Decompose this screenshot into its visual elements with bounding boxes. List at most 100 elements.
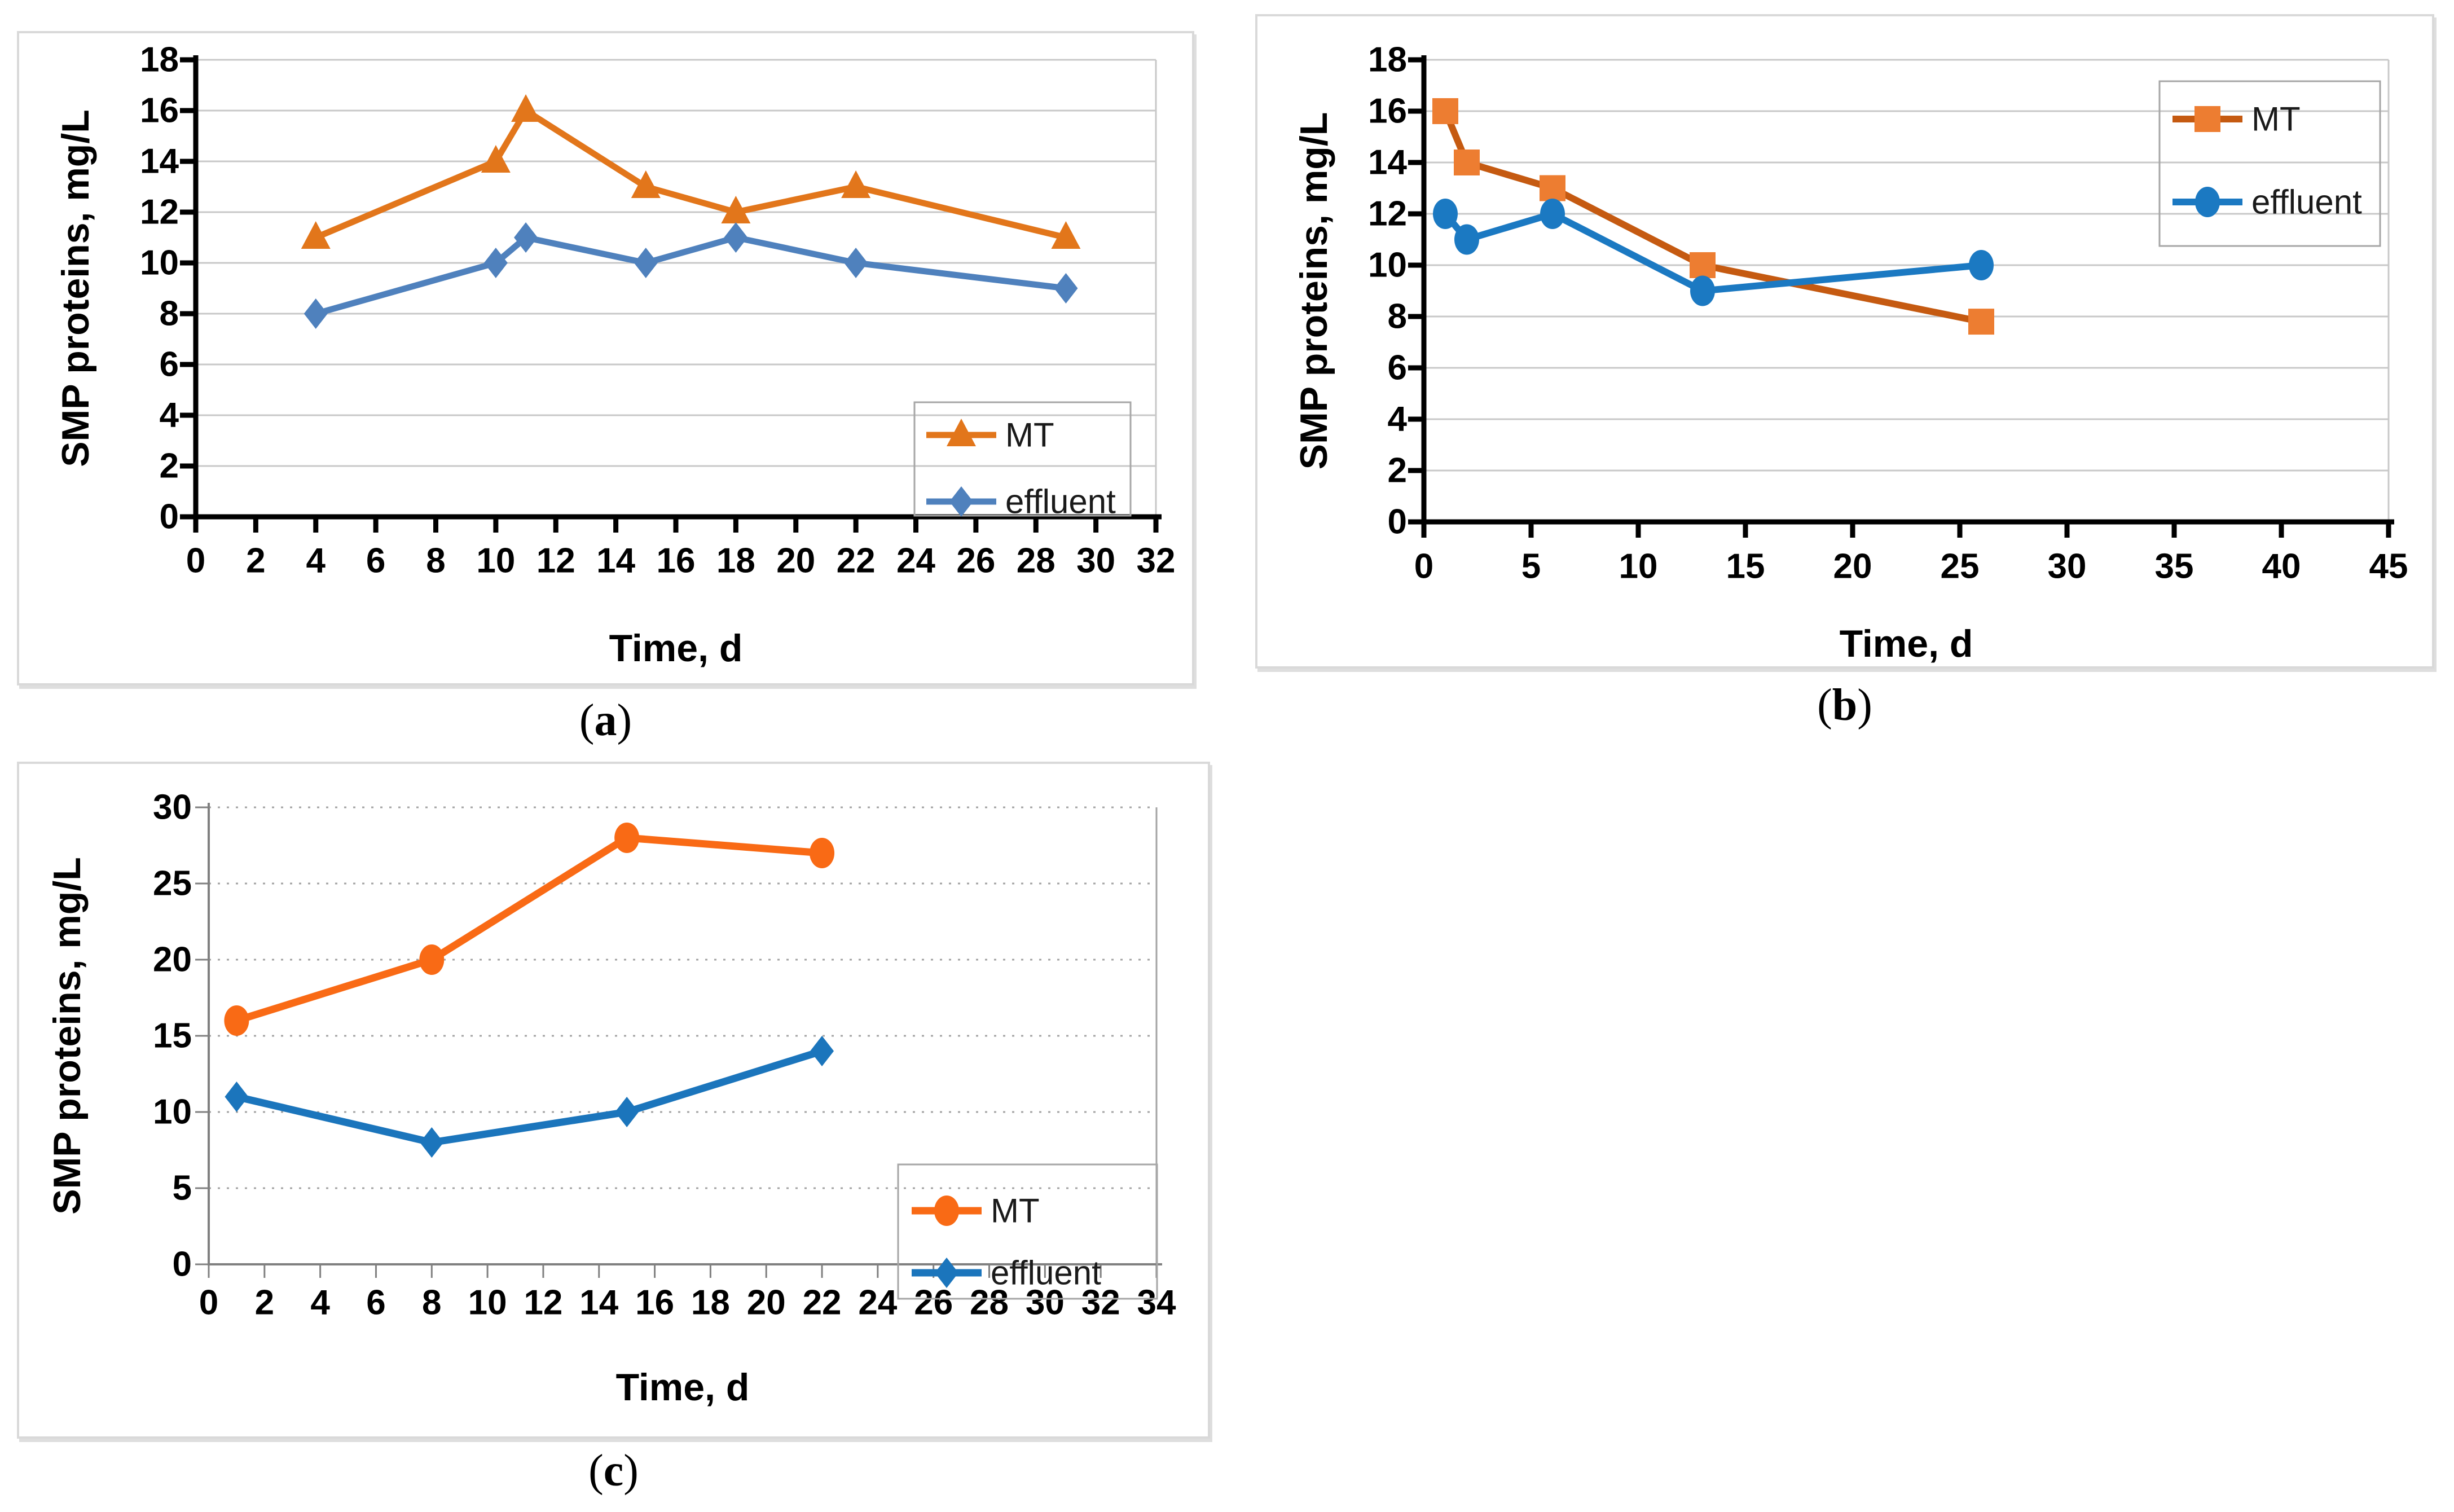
y-tick-label: 14 xyxy=(1368,143,1407,182)
y-tick-label: 12 xyxy=(1368,195,1407,234)
legend-marker-MT xyxy=(934,1195,959,1226)
y-tick-label: 2 xyxy=(1388,451,1407,490)
y-tick-label: 30 xyxy=(153,788,192,827)
y-axis-title: SMP proteins, mg/L xyxy=(1292,112,1335,469)
data-point-effluent xyxy=(1690,275,1715,306)
legend xyxy=(913,401,1132,517)
legend-marker-effluent xyxy=(949,486,973,517)
legend-marker-MT xyxy=(947,419,976,446)
x-tick-label: 35 xyxy=(2155,547,2194,586)
data-point-effluent xyxy=(1054,273,1078,304)
x-tick-label: 20 xyxy=(1833,547,1872,586)
y-tick-label: 14 xyxy=(140,142,179,181)
data-point-effluent xyxy=(634,248,658,278)
legend-label-effluent: effluent xyxy=(1005,483,1116,521)
x-tick-label: 10 xyxy=(468,1284,507,1322)
x-tick-label: 4 xyxy=(306,542,326,581)
legend xyxy=(897,1163,1158,1300)
x-tick-label: 0 xyxy=(1414,547,1433,586)
data-point-effluent xyxy=(420,1127,444,1158)
x-tick-label: 18 xyxy=(691,1284,730,1322)
legend-marker-effluent xyxy=(2195,187,2220,217)
legend-marker-MT xyxy=(2194,106,2220,132)
x-tick-label: 24 xyxy=(896,542,935,581)
y-tick-label: 0 xyxy=(1388,503,1407,542)
x-tick-label: 10 xyxy=(1619,547,1658,586)
data-point-MT xyxy=(301,221,331,249)
legend-label-effluent: effluent xyxy=(991,1254,1101,1292)
y-tick-label: 8 xyxy=(1388,297,1407,336)
y-tick-label: 4 xyxy=(1388,400,1408,439)
legend-label-MT: MT xyxy=(2251,100,2301,138)
y-tick-label: 10 xyxy=(1368,246,1407,285)
data-point-MT xyxy=(721,196,751,223)
x-tick-label: 14 xyxy=(596,542,635,581)
data-point-effluent xyxy=(1969,250,1994,280)
y-tick-label: 18 xyxy=(140,41,179,80)
legend-label-effluent: effluent xyxy=(2251,183,2362,221)
data-point-effluent xyxy=(304,298,328,329)
x-tick-label: 20 xyxy=(747,1284,786,1322)
legend xyxy=(2158,80,2381,247)
x-tick-label: 16 xyxy=(635,1284,674,1322)
x-tick-label: 0 xyxy=(199,1284,218,1322)
x-axis-title: Time, d xyxy=(616,1366,750,1409)
caption-c-text: (c) xyxy=(588,1446,639,1496)
x-tick-label: 22 xyxy=(803,1284,842,1322)
x-tick-label: 30 xyxy=(2048,547,2087,586)
data-point-MT xyxy=(1540,175,1565,201)
y-tick-label: 16 xyxy=(140,91,179,130)
chart-panel-c: 0 5 10 15 20 25 30 0 2 4 6 8 10 12 14 16 18 20 22 24 26 28 30 3… xyxy=(17,762,1210,1439)
y-axis-title: SMP proteins, mg/L xyxy=(46,857,89,1214)
x-tick-label: 26 xyxy=(956,542,995,581)
x-axis-title: Time, d xyxy=(609,627,743,670)
x-tick-label: 28 xyxy=(1017,542,1056,581)
caption-c: (c) xyxy=(17,1445,1210,1497)
data-point-MT xyxy=(1690,252,1716,278)
data-point-effluent xyxy=(225,1082,249,1112)
caption-b: (b) xyxy=(1255,680,2434,731)
y-axis-title: SMP proteins, mg/L xyxy=(54,109,97,467)
data-point-effluent xyxy=(1454,224,1479,255)
x-tick-label: 6 xyxy=(366,1284,385,1322)
chart-panel-a: 0 2 4 6 8 10 12 14 16 18 0 2 4 6 8 10 12 14 16 18 20 22 24 26 28… xyxy=(17,31,1194,685)
data-point-MT xyxy=(511,94,541,122)
x-tick-label: 15 xyxy=(1726,547,1765,586)
y-tick-label: 0 xyxy=(160,498,179,537)
x-tick-label: 20 xyxy=(776,542,815,581)
x-tick-label: 28 xyxy=(970,1284,1009,1322)
x-tick-label: 10 xyxy=(476,542,515,581)
x-tick-label: 26 xyxy=(914,1284,953,1322)
y-tick-label: 20 xyxy=(153,940,192,979)
y-tick-label: 25 xyxy=(153,864,192,903)
x-tick-label: 12 xyxy=(524,1284,562,1322)
data-point-MT xyxy=(631,170,661,198)
series-line-effluent xyxy=(235,1047,823,1146)
x-tick-label: 2 xyxy=(255,1284,274,1322)
data-point-effluent xyxy=(483,248,508,278)
data-point-effluent xyxy=(615,1097,639,1127)
chart-b: 0 2 4 6 8 10 12 14 16 18 0 5 10 15 20 25 30 35 40 45 Time, d… xyxy=(1292,41,2408,666)
y-tick-label: 12 xyxy=(140,193,179,232)
x-tick-label: 2 xyxy=(246,542,265,581)
x-tick-label: 30 xyxy=(1026,1284,1065,1322)
y-tick-label: 6 xyxy=(1388,349,1407,388)
data-point-effluent xyxy=(1540,199,1565,229)
x-tick-label: 8 xyxy=(422,1284,441,1322)
x-tick-label: 32 xyxy=(1137,542,1176,581)
y-tick-label: 2 xyxy=(160,447,179,486)
data-point-MT xyxy=(1454,150,1480,175)
caption-a-text: (a) xyxy=(579,696,632,745)
data-point-MT xyxy=(481,145,511,173)
x-axis-title: Time, d xyxy=(1840,622,1973,665)
caption-a: (a) xyxy=(17,695,1194,746)
data-point-effluent xyxy=(810,1036,834,1066)
data-point-MT xyxy=(1968,309,1994,335)
legend-label-MT: MT xyxy=(991,1192,1040,1230)
data-point-MT xyxy=(810,838,835,868)
y-tick-label: 0 xyxy=(173,1245,192,1284)
legend-label-MT: MT xyxy=(1005,416,1054,454)
data-point-effluent xyxy=(724,222,748,253)
